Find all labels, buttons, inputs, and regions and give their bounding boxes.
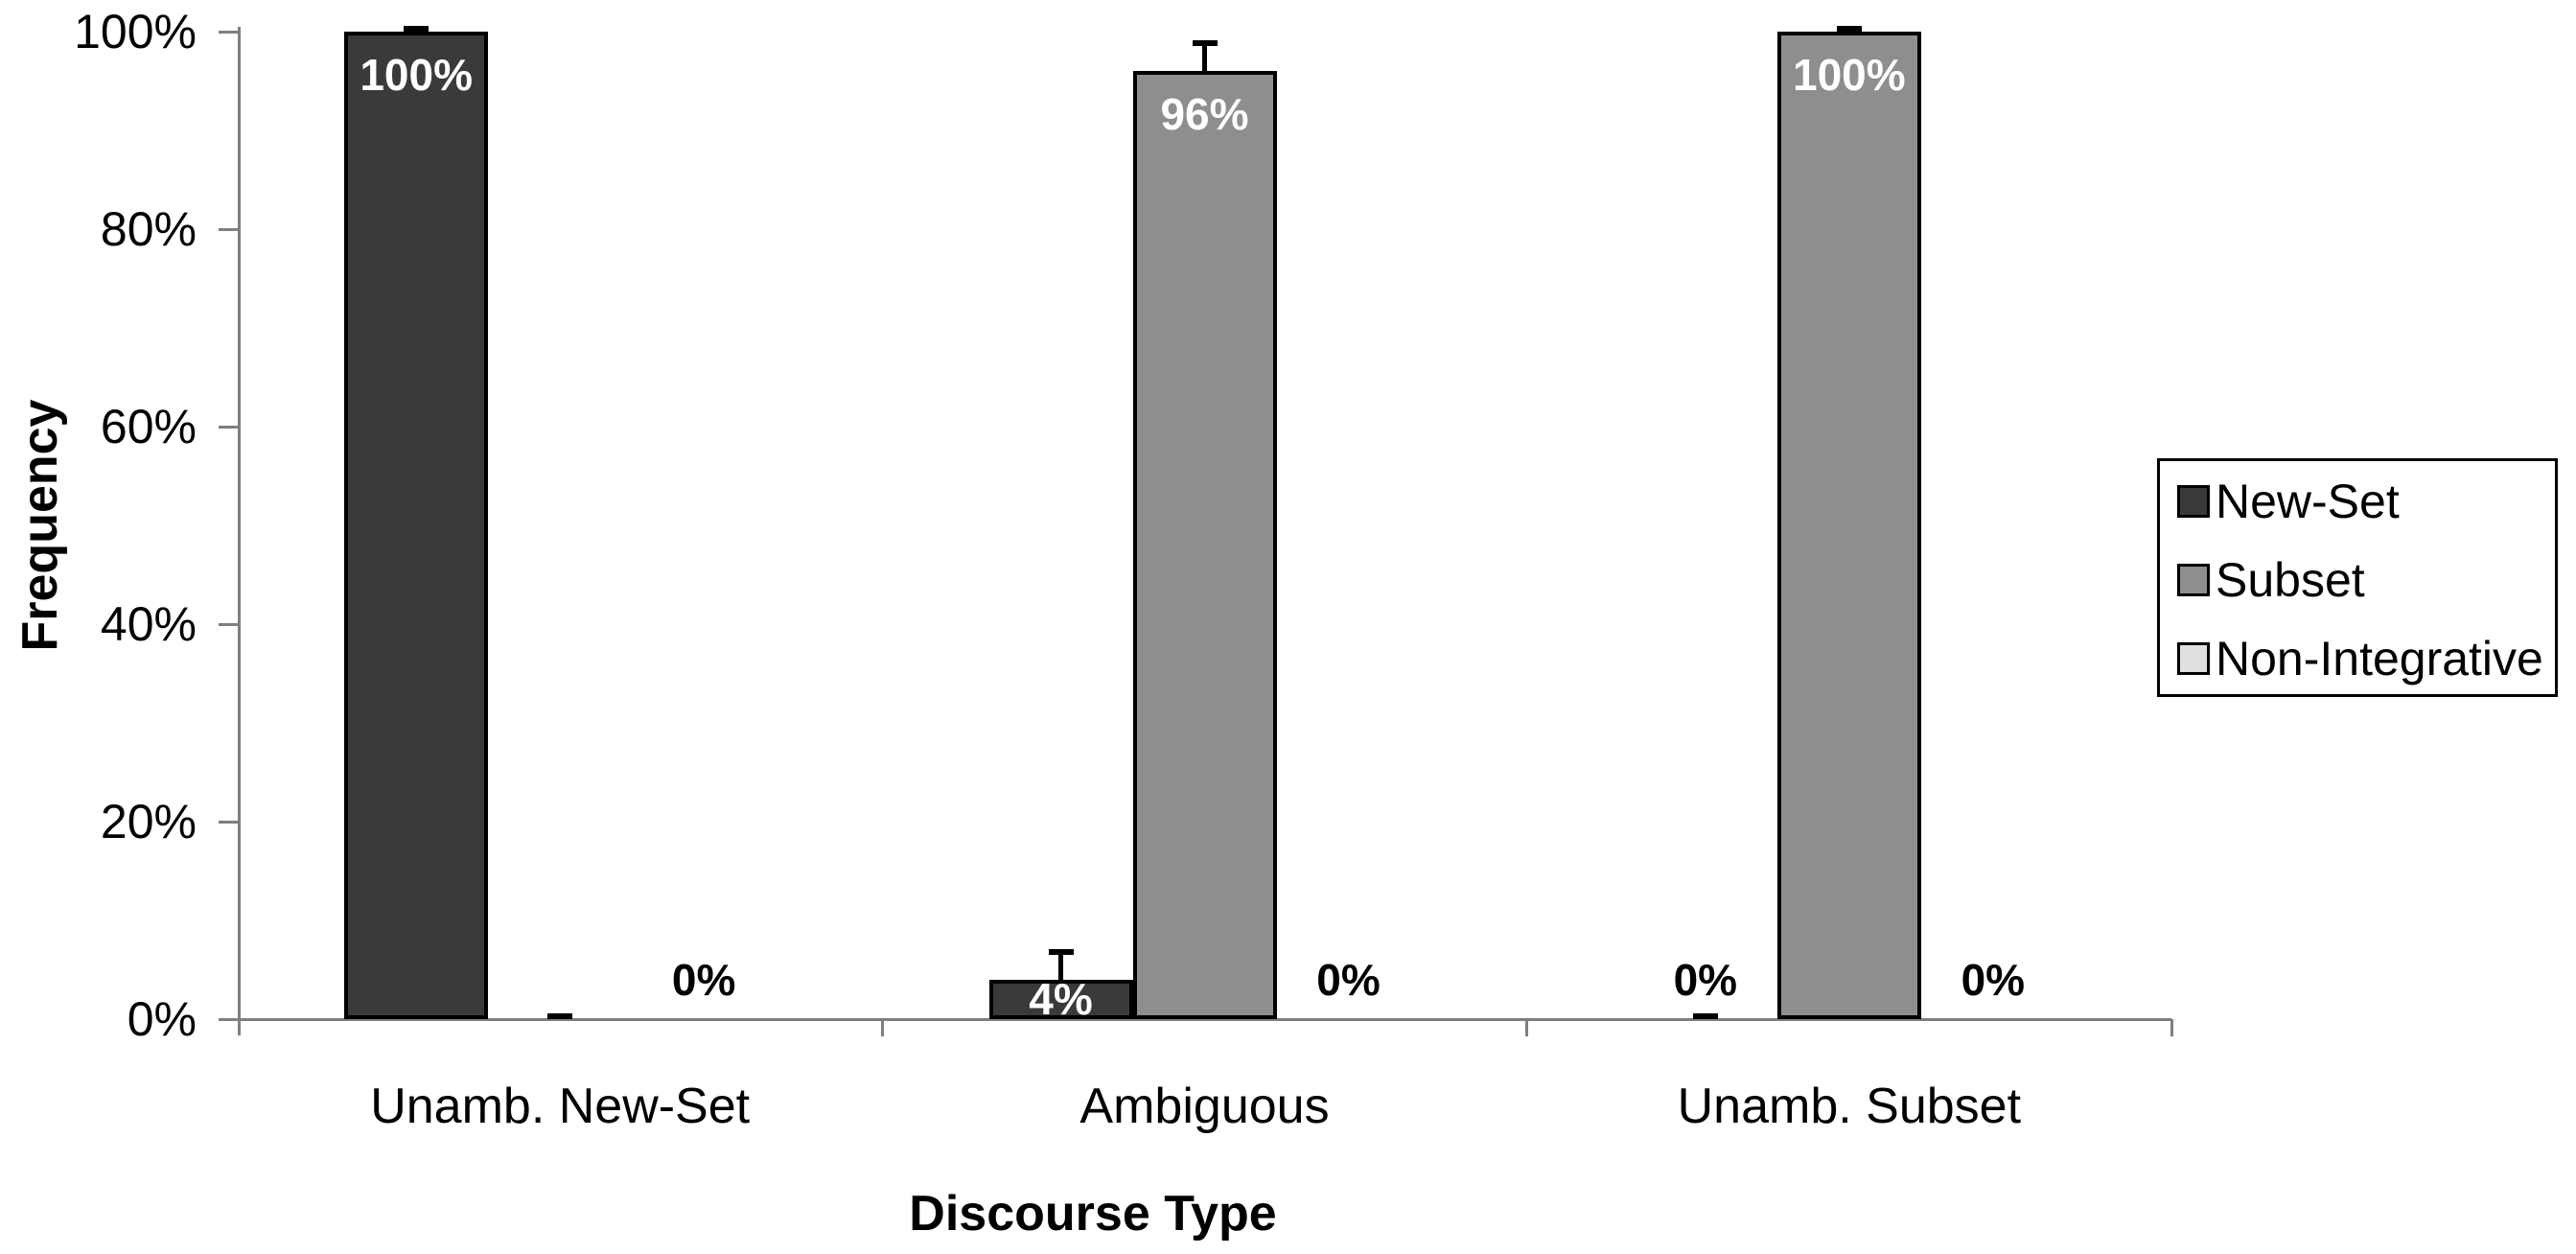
data-label: 0%	[1961, 955, 2026, 1005]
legend-label-subset: Subset	[2216, 553, 2365, 607]
y-tick-mark	[219, 30, 238, 34]
data-label: 0%	[1673, 955, 1738, 1005]
bar-new-set-2	[988, 979, 1133, 1019]
x-boundary-tick	[1525, 1019, 1529, 1036]
y-tick-mark	[219, 622, 238, 626]
data-label: 0%	[671, 955, 736, 1005]
x-category-label: Unamb. New-Set	[370, 1079, 751, 1134]
error-bar-whisker	[1058, 955, 1063, 980]
legend-swatch-new-set	[2177, 485, 2210, 518]
legend-box: New-Set Subset Non-Integrative	[2157, 458, 2558, 697]
y-axis-line	[238, 27, 241, 1035]
y-tick-mark	[219, 820, 238, 824]
y-tick-label: 80%	[100, 202, 197, 256]
error-bar-whisker	[1202, 46, 1207, 72]
error-bar-cap	[547, 1013, 573, 1019]
legend-label-non-integrative: Non-Integrative	[2216, 632, 2543, 685]
data-label: 0%	[1316, 955, 1381, 1005]
error-bar-cap	[404, 26, 429, 32]
error-bar-cap	[1048, 949, 1074, 956]
y-tick-mark	[219, 425, 238, 429]
x-boundary-tick	[2170, 1019, 2173, 1036]
x-boundary-tick	[880, 1019, 884, 1036]
legend-swatch-subset	[2177, 564, 2210, 596]
legend-label-new-set: New-Set	[2216, 475, 2400, 528]
data-label: 100%	[360, 50, 473, 100]
y-tick-label: 60%	[100, 400, 197, 453]
x-axis-title: Discourse Type	[909, 1186, 1277, 1242]
data-label: 96%	[1160, 89, 1249, 140]
error-bar-cap	[1192, 40, 1218, 47]
bar-subset-3	[1776, 32, 1921, 1019]
y-tick-label: 0%	[127, 992, 197, 1046]
error-bar-cap	[1692, 1013, 1718, 1019]
y-tick-mark	[219, 1017, 238, 1021]
y-tick-label: 20%	[100, 795, 197, 848]
y-tick-label: 100%	[74, 5, 197, 58]
legend-swatch-non-integrative	[2177, 642, 2210, 675]
bar-new-set-1	[344, 32, 489, 1019]
data-label: 100%	[1793, 50, 1906, 100]
error-bar-cap	[1836, 26, 1862, 32]
x-axis-line	[238, 1017, 2171, 1021]
bar-subset-2	[1132, 71, 1277, 1019]
x-category-label: Ambiguous	[1079, 1079, 1330, 1134]
x-category-label: Unamb. Subset	[1677, 1079, 2022, 1134]
y-tick-mark	[219, 227, 238, 231]
data-label: 4%	[1029, 974, 1093, 1025]
y-tick-label: 40%	[100, 597, 197, 651]
